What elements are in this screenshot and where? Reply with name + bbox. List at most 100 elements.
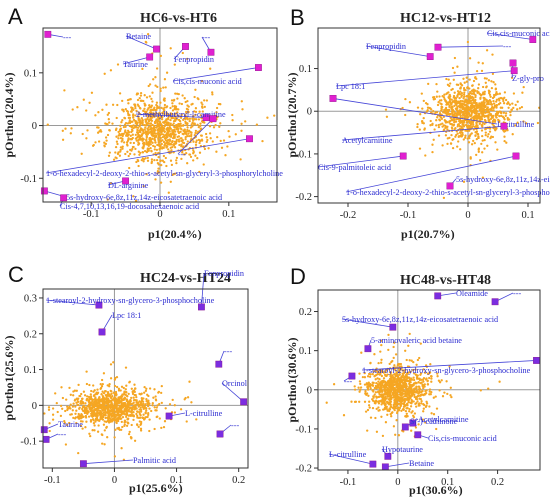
data-point — [104, 142, 108, 146]
data-point — [141, 118, 144, 121]
data-point — [144, 130, 147, 133]
data-point — [167, 117, 170, 121]
data-point — [124, 108, 127, 111]
data-point — [380, 382, 384, 385]
data-point — [389, 375, 392, 378]
data-point — [104, 410, 107, 413]
data-point — [146, 156, 149, 160]
metabolite-label: 1-o-hexadecyl-2-deoxy-2-thio-s-acetyl-sn… — [346, 188, 550, 197]
data-point — [168, 123, 172, 127]
data-point — [421, 418, 425, 421]
data-point — [145, 110, 148, 113]
data-point — [138, 96, 141, 100]
data-point — [478, 109, 481, 112]
data-point — [201, 110, 204, 113]
data-point — [117, 387, 121, 390]
data-point — [133, 404, 136, 407]
data-point — [502, 111, 506, 114]
data-point — [450, 98, 453, 101]
data-point — [83, 411, 87, 415]
data-point — [81, 397, 84, 400]
data-point — [123, 419, 127, 422]
data-point — [325, 401, 328, 404]
data-point — [108, 382, 111, 386]
data-point — [459, 90, 462, 93]
data-point — [431, 150, 434, 154]
highlight-marker — [182, 43, 189, 50]
data-point — [170, 149, 173, 152]
data-point — [180, 113, 183, 116]
data-point — [92, 384, 95, 387]
data-point — [244, 120, 247, 123]
data-point — [450, 110, 454, 113]
data-point — [153, 139, 157, 142]
data-point — [127, 154, 130, 158]
data-point — [472, 79, 476, 83]
highlight-marker — [98, 328, 106, 336]
data-point — [135, 109, 138, 113]
data-point — [472, 92, 475, 95]
data-point — [387, 392, 390, 396]
x-tick-label: 0.1 — [441, 477, 454, 488]
metabolite-label: 5s-hydroxy-6e,8z,11z,14z-eicosatetraenoi… — [342, 315, 498, 324]
data-point — [191, 117, 194, 120]
data-point — [108, 399, 112, 403]
data-point — [373, 400, 376, 403]
data-point — [179, 116, 183, 119]
data-point — [151, 134, 154, 137]
data-point — [98, 419, 101, 423]
data-point — [211, 140, 214, 143]
data-point — [105, 103, 108, 106]
data-point — [74, 412, 77, 415]
data-point — [487, 108, 490, 111]
data-point — [374, 391, 378, 394]
data-point — [170, 112, 173, 116]
data-point — [122, 397, 125, 401]
data-point — [255, 123, 259, 126]
data-point — [121, 147, 124, 150]
data-point — [448, 93, 451, 97]
data-point — [130, 106, 133, 109]
highlight-marker — [381, 463, 389, 471]
data-point — [450, 106, 453, 110]
metabolite-label: DL-arginine — [108, 181, 149, 190]
data-point — [402, 402, 406, 405]
data-point — [145, 136, 148, 139]
data-point — [98, 405, 102, 409]
data-point — [186, 108, 190, 111]
data-point — [201, 106, 204, 109]
data-point — [405, 385, 408, 388]
leader-line — [45, 138, 250, 174]
data-point — [479, 97, 482, 100]
data-point — [456, 107, 459, 110]
data-point — [475, 69, 479, 73]
highlight-marker — [216, 430, 224, 438]
data-point — [131, 133, 134, 136]
metabolite-label: Oleamide — [456, 289, 488, 298]
data-point — [453, 121, 456, 124]
data-point — [103, 390, 107, 393]
data-point — [138, 125, 141, 128]
data-point — [409, 388, 413, 391]
data-point — [199, 122, 202, 125]
data-point — [129, 98, 132, 101]
data-point — [155, 106, 159, 110]
data-point — [151, 112, 155, 115]
data-point — [492, 118, 496, 121]
data-point — [387, 348, 390, 352]
data-point — [483, 147, 486, 150]
data-point — [94, 399, 98, 402]
panel-title: HC6-vs-HT6 — [140, 11, 217, 26]
data-point — [468, 87, 471, 90]
data-point — [94, 114, 97, 117]
data-point — [105, 398, 109, 401]
data-point — [151, 141, 154, 144]
data-point — [442, 196, 446, 200]
data-point — [63, 419, 66, 423]
data-point — [143, 149, 147, 153]
data-point — [447, 96, 451, 100]
data-point — [190, 137, 193, 140]
data-point — [358, 390, 361, 393]
data-point — [158, 132, 162, 136]
data-point — [430, 377, 433, 380]
